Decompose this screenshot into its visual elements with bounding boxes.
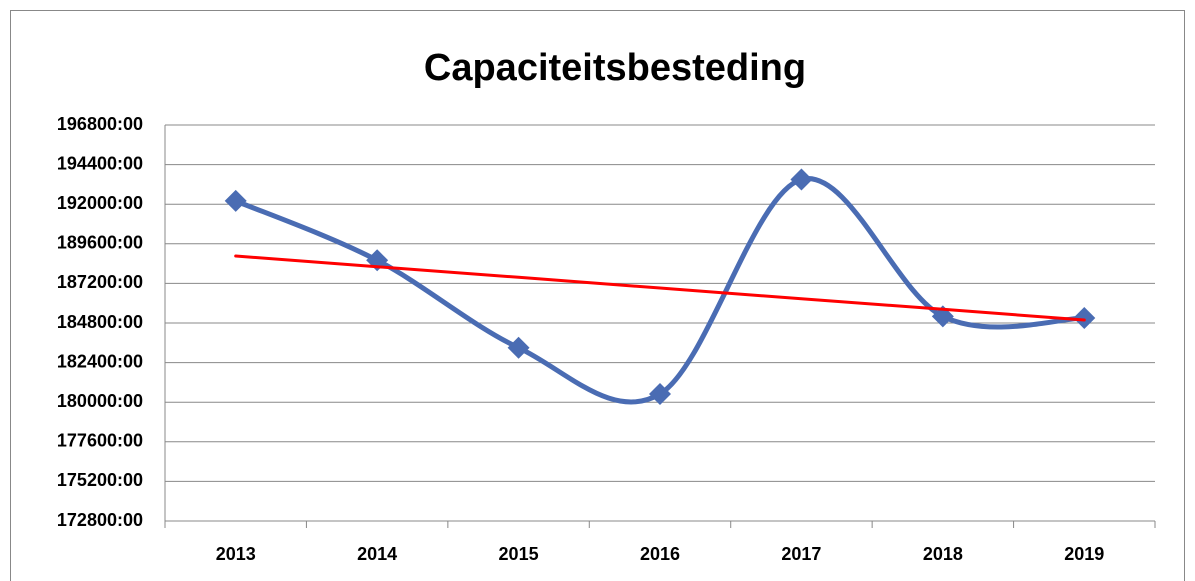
data-point	[649, 382, 671, 405]
data-point	[1073, 307, 1096, 330]
data-point	[790, 168, 813, 191]
x-tick-label: 2014	[357, 544, 397, 564]
y-tick-label: 192000:00	[57, 193, 143, 213]
y-tick-label: 196800:00	[57, 114, 143, 134]
x-tick-label: 2017	[781, 544, 821, 564]
y-tick-label: 180000:00	[57, 391, 143, 411]
y-tick-label: 189600:00	[57, 233, 143, 253]
x-tick-label: 2018	[923, 544, 963, 564]
x-tick-label: 2015	[499, 544, 539, 564]
x-tick-label: 2019	[1064, 544, 1104, 564]
x-tick-label: 2016	[640, 544, 680, 564]
data-point	[224, 189, 247, 212]
y-tick-label: 172800:00	[57, 510, 143, 530]
y-tick-label: 184800:00	[57, 312, 143, 332]
series-line	[234, 254, 1086, 322]
y-tick-label: 175200:00	[57, 470, 143, 490]
y-tick-label: 194400:00	[57, 153, 143, 173]
x-tick-label: 2013	[216, 544, 256, 564]
data-point	[507, 336, 530, 359]
y-tick-label: 187200:00	[57, 272, 143, 292]
y-tick-label: 177600:00	[57, 431, 143, 451]
y-tick-label: 182400:00	[57, 351, 143, 371]
chart-title: Capaciteitsbesteding	[424, 47, 806, 89]
chart-border	[10, 10, 1185, 581]
